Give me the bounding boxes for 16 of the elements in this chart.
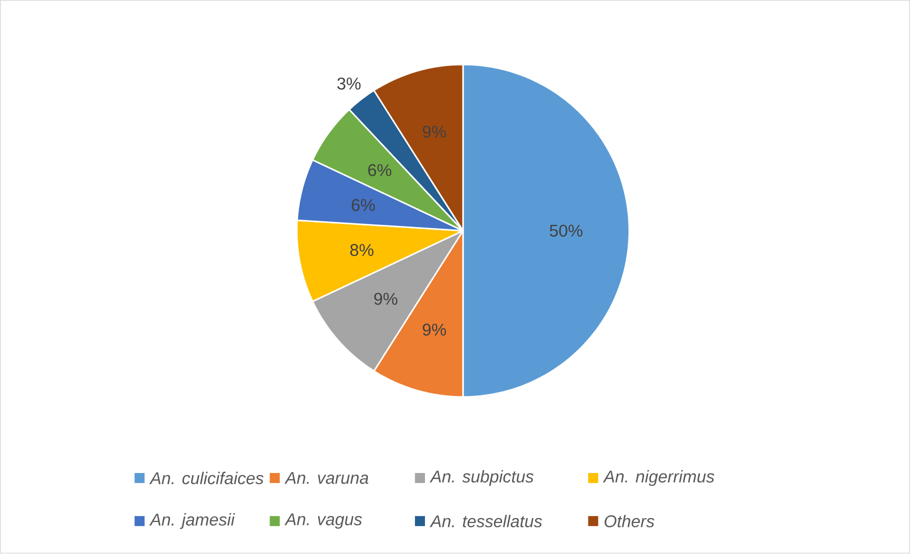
data-label: 9%	[374, 293, 398, 306]
legend-label: An. tessellatus	[430, 515, 542, 528]
legend-label: Others	[604, 515, 654, 528]
data-label: 6%	[352, 199, 375, 212]
data-label: 9%	[422, 324, 446, 336]
data-label: 6%	[368, 164, 392, 176]
legend-label: An. varuna	[284, 472, 368, 484]
legend-label: An. nigerrimus	[602, 470, 714, 486]
legend-label: An. culicifaices	[149, 472, 264, 484]
data-label: 8%	[350, 244, 374, 256]
data-label: 50%	[550, 224, 582, 237]
legend-label: An. jamesii	[149, 513, 235, 530]
legend-label: An. vagus	[284, 514, 362, 529]
data-label: 9%	[422, 126, 446, 138]
data-label: 3%	[337, 78, 361, 90]
legend-label: An. subpictus	[430, 470, 534, 486]
